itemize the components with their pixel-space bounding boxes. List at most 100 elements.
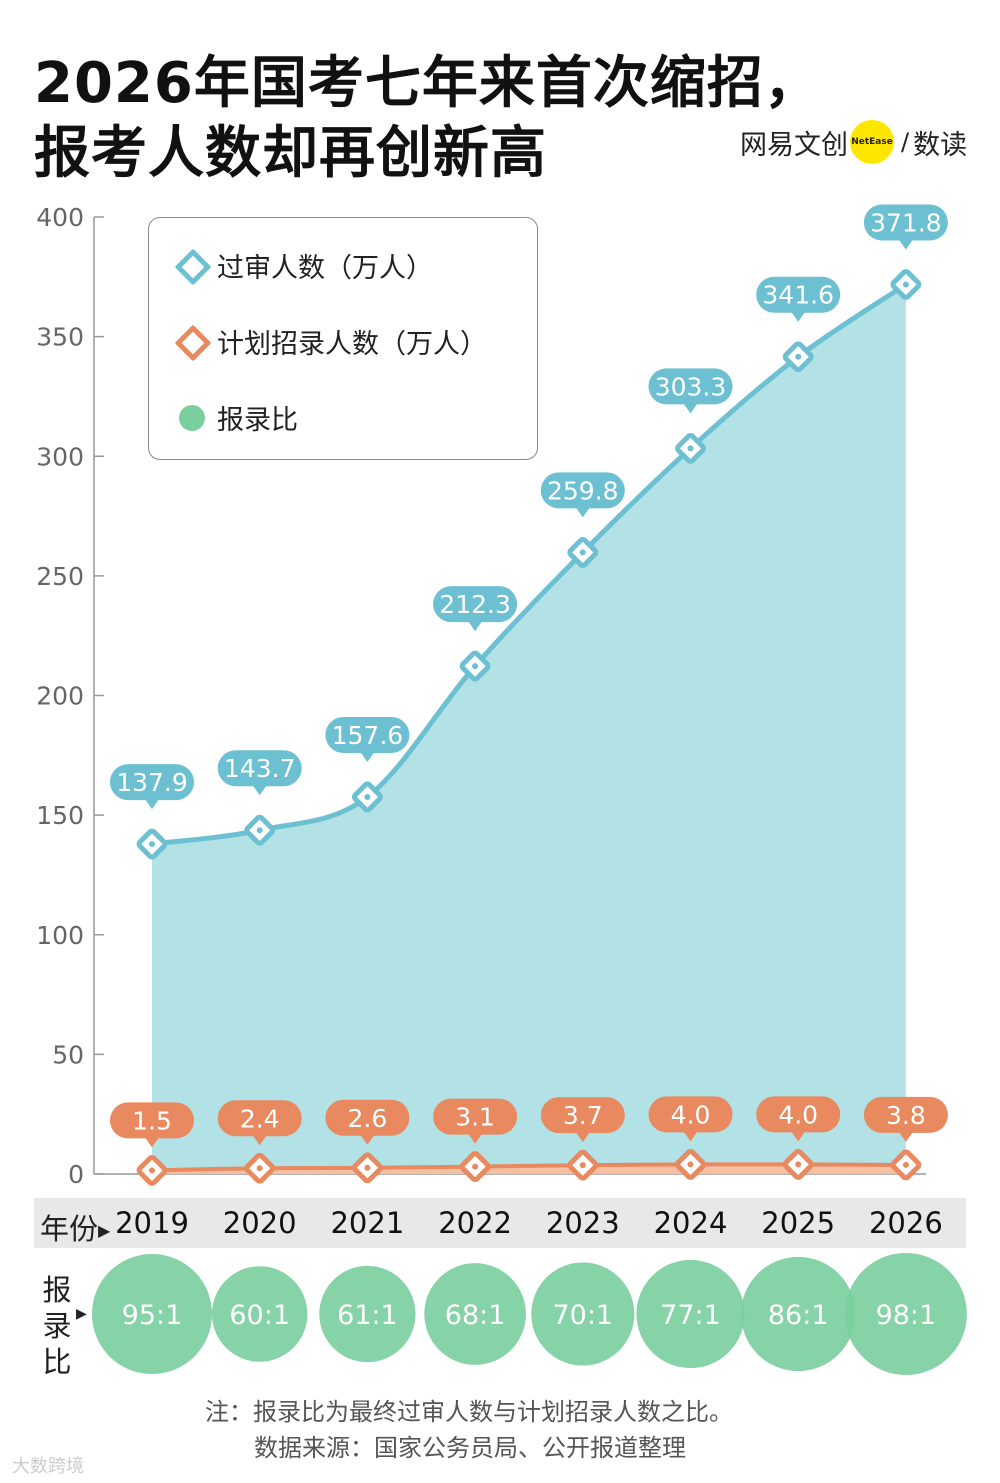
planned-data-label: 4.0 (671, 1100, 711, 1129)
planned-point (352, 1152, 383, 1184)
chart-legend: 过审人数（万人） 计划招录人数（万人） 报录比 (148, 217, 538, 460)
applicants-point (459, 650, 491, 682)
applicants-data-label-bubble (325, 716, 410, 753)
y-tick-label: 400 (36, 203, 84, 232)
chart-title-line-2: 报考人数却再创新高 (34, 121, 547, 186)
applicants-data-label-bubble (433, 586, 518, 623)
y-tick-label: 200 (36, 682, 84, 711)
footnote: 注：报录比为最终过审人数与计划招录人数之比。 (205, 1398, 733, 1426)
planned-data-label-pointer (360, 1134, 375, 1145)
applicants-data-label-bubble (540, 472, 625, 509)
planned-point (567, 1149, 599, 1181)
applicants-data-label-bubble (648, 368, 733, 405)
planned-point-center (364, 1164, 371, 1171)
y-tick-label: 150 (36, 801, 84, 830)
planned-data-label-bubble (110, 1102, 194, 1139)
planned-point (244, 1152, 276, 1184)
x-tick-label: 2020 (222, 1206, 297, 1240)
planned-point-center (472, 1163, 479, 1170)
year-axis-band (34, 1198, 966, 1248)
netease-badge-icon: NetEase (850, 120, 894, 164)
planned-data-label: 3.8 (886, 1101, 926, 1130)
applicants-line (151, 282, 908, 847)
applicants-point (136, 828, 168, 860)
planned-point (136, 1155, 168, 1186)
chart-title-line-1: 2026年国考七年来首次缩招， (34, 51, 821, 116)
applicants-data-label: 212.3 (439, 590, 511, 619)
brand-logo: 网易文创 NetEase / 数读 (740, 120, 967, 164)
watermark: 大数跨境 (12, 1456, 84, 1477)
ratio-bubble (319, 1265, 416, 1363)
legend-label-applicants: 过审人数（万人） (217, 253, 433, 284)
applicants-point-center (795, 353, 802, 360)
ratio-label: 61:1 (337, 1300, 398, 1331)
applicants-data-label: 137.9 (116, 768, 188, 797)
planned-data-label-bubble (433, 1098, 518, 1135)
ratio-bubble (424, 1263, 526, 1365)
applicants-point (352, 781, 383, 813)
planned-data-label-pointer (252, 1135, 267, 1146)
legend-item-planned: 计划招录人数（万人） (179, 322, 487, 361)
planned-data-label-bubble (648, 1096, 733, 1133)
x-tick-label: 2022 (438, 1206, 512, 1240)
x-tick-label: 2025 (761, 1206, 836, 1240)
y-tick-label: 250 (36, 562, 84, 591)
planned-data-label-bubble (756, 1096, 841, 1133)
x-tick-label: 2024 (653, 1206, 728, 1240)
planned-data-label: 3.1 (455, 1103, 495, 1132)
ratio-header-char: 录 (42, 1309, 72, 1343)
planned-data-label-pointer (683, 1131, 698, 1142)
legend-label-planned: 计划招录人数（万人） (217, 329, 487, 360)
planned-data-label-pointer (898, 1131, 913, 1142)
legend-label-ratio: 报录比 (217, 405, 298, 436)
applicants-data-label-pointer (683, 403, 698, 414)
applicants-point (782, 341, 814, 373)
ratio-bubble (91, 1253, 213, 1375)
applicants-point-center (579, 549, 586, 556)
applicants-data-label: 303.3 (655, 372, 727, 401)
x-tick-label: 2023 (545, 1206, 620, 1240)
applicants-data-label-pointer (791, 311, 806, 322)
y-tick-label: 100 (36, 921, 84, 950)
planned-point-center (256, 1165, 263, 1172)
triangle-right-icon: ▶ (98, 1221, 111, 1240)
applicants-data-label-pointer (252, 785, 267, 796)
planned-data-label-pointer (468, 1133, 483, 1144)
applicants-point (675, 432, 706, 464)
applicants-data-label-pointer (898, 239, 913, 250)
applicants-data-label: 143.7 (224, 754, 296, 783)
triangle-right-icon: ▶ (76, 1306, 87, 1322)
y-tick-label: 50 (52, 1040, 84, 1069)
applicants-point-center (687, 445, 694, 452)
legend-item-applicants: 过审人数（万人） (179, 246, 433, 285)
planned-data-label: 4.0 (778, 1100, 818, 1129)
planned-data-label-bubble (217, 1100, 302, 1137)
planned-point-center (149, 1167, 155, 1174)
applicants-point-center (902, 281, 909, 288)
planned-point-center (687, 1161, 694, 1168)
ratio-label: 95:1 (122, 1300, 183, 1331)
planned-data-label: 3.7 (563, 1101, 603, 1130)
applicants-data-label-bubble (217, 750, 302, 787)
applicants-point-center (256, 827, 263, 834)
ratio-header-char: 比 (42, 1345, 72, 1379)
planned-area (152, 1164, 906, 1174)
applicants-data-label-pointer (145, 799, 159, 810)
legend-item-ratio: 报录比 (179, 398, 298, 437)
brand-sub: 数读 (913, 129, 968, 161)
ratio-bubble (211, 1266, 308, 1362)
planned-point-center (579, 1162, 586, 1169)
ratio-bubble (636, 1259, 745, 1369)
planned-point (782, 1149, 814, 1180)
applicants-point (244, 814, 276, 846)
applicants-data-label: 157.6 (332, 721, 404, 750)
planned-data-label: 1.5 (132, 1106, 172, 1135)
y-tick-label: 0 (68, 1160, 84, 1189)
ratio-bubble (844, 1253, 967, 1375)
applicants-data-label: 259.8 (547, 476, 619, 505)
applicants-data-label: 341.6 (762, 281, 834, 310)
diamond-marker-icon (179, 329, 205, 355)
applicants-data-label-pointer (468, 621, 483, 632)
planned-point (890, 1149, 922, 1181)
applicants-data-label: 371.8 (870, 208, 942, 237)
